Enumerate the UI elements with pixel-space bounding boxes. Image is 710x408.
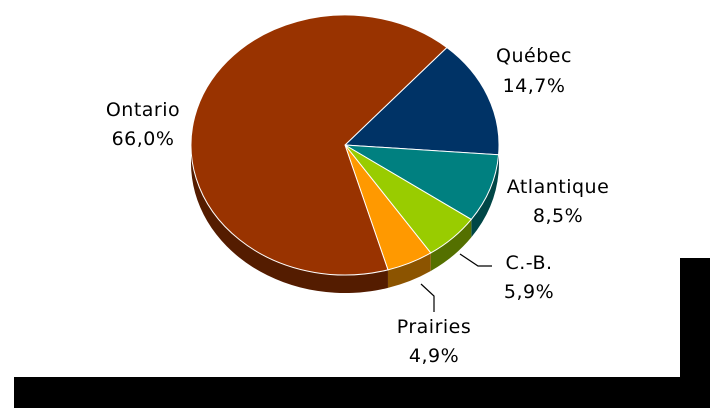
slice-label-value-3: 4,9% [409, 345, 459, 367]
slice-side-3 [387, 252, 431, 288]
slice-label-name-3: Prairies [397, 316, 472, 338]
slice-labels: Québec 14,7% Atlantique 8,5% C.-B. 5,9% Prairi… [106, 45, 609, 367]
pie-sides [191, 145, 499, 293]
slice-label-name-2: C.-B. [505, 252, 552, 274]
slice-side-1 [471, 154, 499, 238]
leader-lines [420, 253, 492, 312]
slice-label-name-4: Ontario [106, 99, 180, 121]
slice-label-value-1: 8,5% [533, 205, 583, 227]
slice-label-value-0: 14,7% [503, 75, 566, 97]
slice-0 [343, 46, 500, 156]
slice-4 [190, 14, 448, 276]
slice-label-name-0: Québec [496, 45, 572, 67]
leader-prairies [420, 283, 435, 312]
slice-label-name-1: Atlantique [507, 176, 610, 198]
slice-label-value-2: 5,9% [504, 281, 554, 303]
black-bar-bottom [14, 377, 710, 408]
leader-cb [459, 253, 492, 267]
slice-side-4 [191, 145, 388, 293]
slice-label-value-4: 66,0% [112, 128, 175, 150]
slice-side-2 [430, 219, 472, 271]
pie-tops [190, 14, 500, 276]
